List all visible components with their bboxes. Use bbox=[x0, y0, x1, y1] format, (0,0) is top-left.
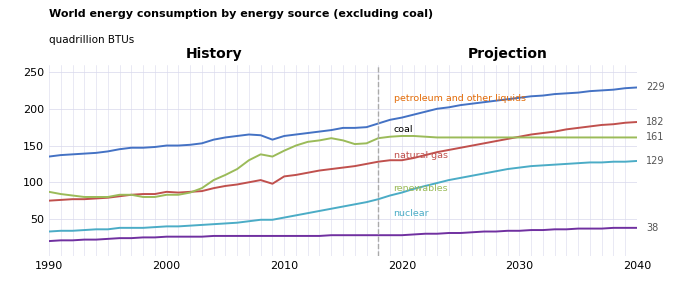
Text: nuclear: nuclear bbox=[393, 209, 429, 218]
Text: Projection: Projection bbox=[468, 47, 547, 61]
Text: quadrillion BTUs: quadrillion BTUs bbox=[49, 35, 134, 45]
Text: 129: 129 bbox=[646, 156, 665, 166]
Text: 161: 161 bbox=[646, 132, 665, 143]
Text: natural gas: natural gas bbox=[393, 151, 447, 160]
Text: 229: 229 bbox=[646, 82, 665, 93]
Text: 182: 182 bbox=[646, 117, 665, 127]
Text: World energy consumption by energy source (excluding coal): World energy consumption by energy sourc… bbox=[49, 9, 433, 19]
Text: renewables: renewables bbox=[393, 184, 448, 193]
Text: petroleum and other liquids: petroleum and other liquids bbox=[393, 94, 526, 103]
Text: 38: 38 bbox=[646, 223, 659, 233]
Text: coal: coal bbox=[393, 125, 413, 134]
Text: History: History bbox=[186, 47, 242, 61]
